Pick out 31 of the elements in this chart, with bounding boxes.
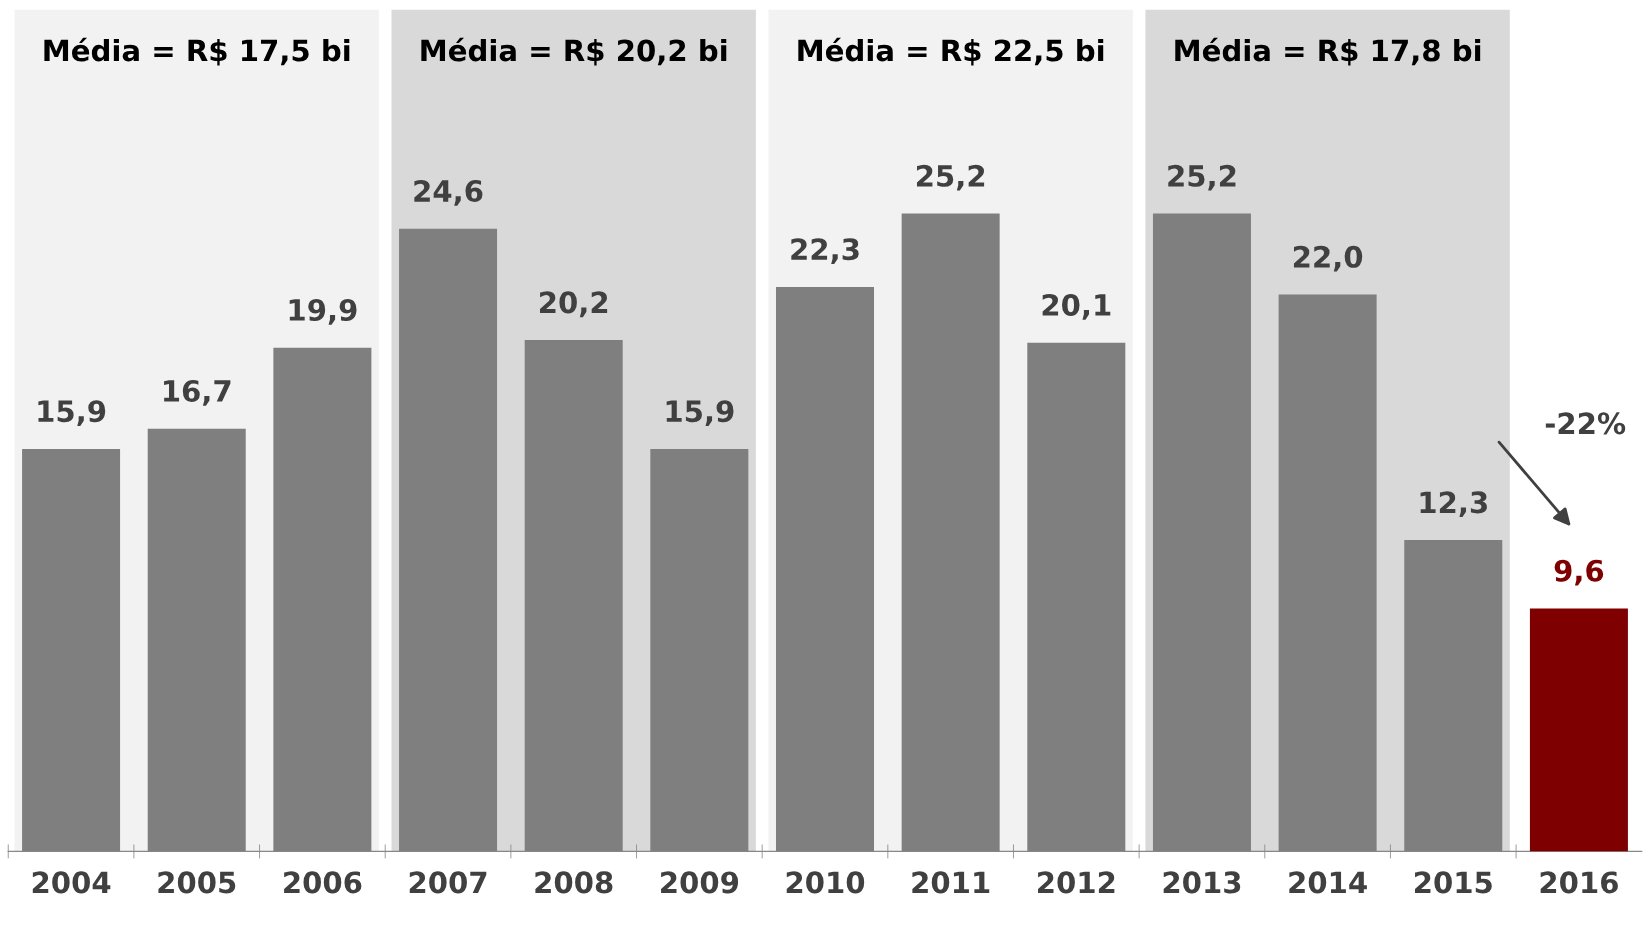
data-label: 9,6 <box>1554 559 1604 586</box>
x-tick-label: 2004 <box>32 871 111 894</box>
data-label: 20,1 <box>1042 293 1111 320</box>
x-tick-label: 2013 <box>1163 871 1241 894</box>
data-label: 20,2 <box>540 291 608 318</box>
data-label: 15,9 <box>666 400 734 426</box>
data-label: 25,2 <box>916 164 985 191</box>
x-tick-label: 2005 <box>158 871 236 894</box>
x-tick-label: 2009 <box>661 871 739 894</box>
x-tick-label: 2016 <box>1540 871 1618 894</box>
annotation: -22% <box>1545 412 1626 435</box>
x-tick-label: 2015 <box>1414 871 1492 894</box>
x-tick-label: 2014 <box>1289 871 1367 894</box>
data-label: 19,9 <box>289 298 357 325</box>
data-label: 15,9 <box>38 400 106 426</box>
band-label: Média = R$ 22,5 bi <box>798 37 1104 66</box>
x-tick-label: 2012 <box>1038 871 1115 894</box>
data-label: 24,6 <box>414 179 483 206</box>
band-label: Média = R$ 17,5 bi <box>44 37 350 66</box>
band-label: Média = R$ 17,8 bi <box>1175 37 1481 66</box>
x-tick-label: 2011 <box>912 871 990 894</box>
data-label: 12,3 <box>1420 491 1487 518</box>
data-label: 25,2 <box>1168 164 1236 191</box>
band-label: Média = R$ 20,2 bi <box>421 37 727 66</box>
data-label: 16,7 <box>164 379 231 406</box>
x-tick-label: 2007 <box>409 871 487 894</box>
x-tick-label: 2010 <box>786 871 865 894</box>
x-tick-label: 2006 <box>284 871 362 894</box>
x-tick-label: 2008 <box>535 871 613 894</box>
data-label: 22,0 <box>1293 245 1363 272</box>
data-label: 22,3 <box>791 238 859 264</box>
